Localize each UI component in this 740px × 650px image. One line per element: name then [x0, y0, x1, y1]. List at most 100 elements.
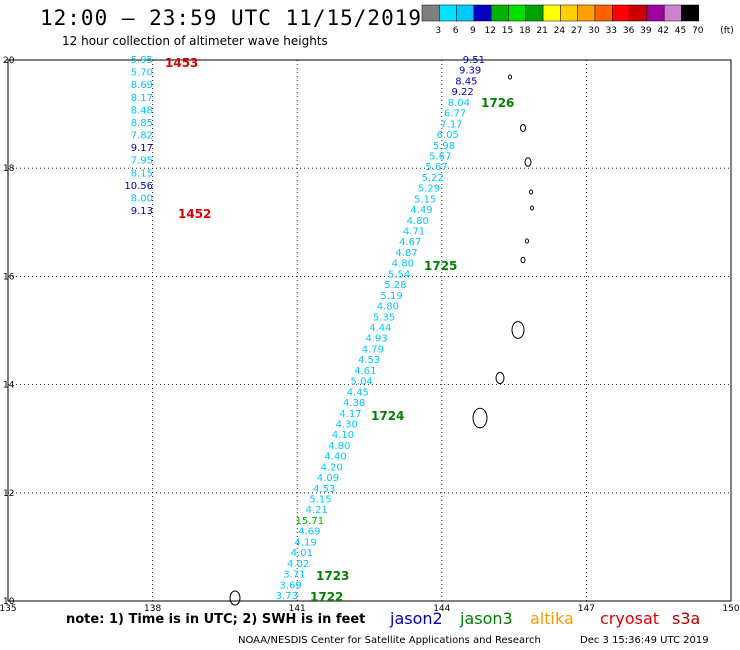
swh-value: 7.82: [131, 131, 153, 142]
swh-value: 8.48: [131, 105, 153, 116]
colorbar-swatch: [681, 4, 700, 22]
swh-value: 5.67: [425, 162, 447, 173]
colorbar-tick-label: 70: [692, 26, 704, 36]
swh-value: 4.71: [403, 227, 425, 238]
swh-value: 5.98: [433, 141, 455, 152]
colorbar-tick-label: 39: [640, 26, 652, 36]
pass-time-label: 1723: [316, 569, 349, 583]
satellite-jason3: jason3: [460, 609, 513, 628]
lon-label: 135: [0, 604, 17, 612]
island-outline: [530, 205, 534, 211]
colorbar-tick-label: 21: [536, 26, 547, 36]
swh-value: 9.39: [459, 66, 481, 77]
swh-value: 4.69: [298, 527, 320, 538]
lon-label: 144: [433, 604, 450, 612]
swh-value: 5.67: [429, 151, 451, 162]
swh-value: 5.70: [131, 68, 153, 79]
island-outline: [524, 157, 532, 167]
swh-value: 4.80: [328, 441, 350, 452]
footer-timestamp: Dec 3 15:36:49 UTC 2019: [580, 635, 709, 646]
satellite-jason2: jason2: [390, 609, 443, 628]
swh-value: 4.20: [321, 462, 343, 473]
footer-org: NOAA/NESDIS Center for Satellite Applica…: [238, 635, 541, 646]
swh-value: 5.04: [351, 377, 373, 388]
swh-value: 8.85: [131, 118, 153, 129]
swh-value: 10.56: [124, 181, 153, 192]
swh-value: 9.51: [463, 55, 485, 66]
island-outline: [508, 74, 512, 80]
colorbar-tick-label: 24: [554, 26, 566, 36]
lat-label: 18: [3, 164, 15, 174]
pass-time-label: 1452: [178, 207, 211, 221]
colorbar-tick-label: 36: [623, 26, 635, 36]
swh-value: 4.44: [369, 323, 391, 334]
swh-value: 4.38: [343, 398, 365, 409]
swh-value: 8.15: [131, 168, 153, 179]
swh-value: 4.40: [324, 452, 346, 463]
colorbar-tick-label: 45: [675, 26, 686, 36]
swh-value: 3.69: [279, 580, 301, 591]
swh-value: 4.53: [358, 355, 380, 366]
swh-value: 4.53: [313, 484, 335, 495]
altimeter-map: 135 138 141 144 147 1502018161412105.955.708.…: [0, 55, 740, 612]
lon-label: 147: [578, 604, 595, 612]
swh-value: 9.13: [131, 206, 153, 217]
pass-time-label: 1726: [481, 96, 514, 110]
island-outline: [529, 189, 533, 195]
swh-value: 4.19: [294, 537, 316, 548]
colorbar-tick-label: 30: [588, 26, 600, 36]
swh-value: 5.28: [384, 280, 406, 291]
swh-value: 6.05: [437, 130, 459, 141]
colorbar-unit: (ft): [720, 26, 734, 36]
swh-value: 4.87: [395, 248, 417, 259]
lat-label: 14: [3, 381, 15, 391]
swh-value: 9.22: [452, 87, 474, 98]
pass-time-label: 1725: [424, 259, 457, 273]
swh-value: 4.21: [306, 505, 328, 516]
swh-value: 4.02: [287, 559, 309, 570]
swh-value: 8.69: [131, 80, 153, 91]
island-outline: [520, 124, 526, 132]
island-outline: [229, 590, 241, 606]
swh-value: 8.17: [131, 93, 153, 104]
page-title: 12:00 – 23:59 UTC 11/15/2019: [40, 6, 423, 30]
swh-value: 4.67: [399, 237, 421, 248]
swh-value: 4.80: [407, 216, 429, 227]
satellite-cryosat: cryosat: [600, 609, 660, 628]
swh-value: 8.04: [448, 98, 470, 109]
page-subtitle: 12 hour collection of altimeter wave hei…: [62, 34, 328, 48]
colorbar-tick-label: 18: [519, 26, 531, 36]
colorbar-tick-label: 42: [657, 26, 668, 36]
swh-value: 3.73: [276, 591, 298, 602]
island-outline: [520, 256, 526, 264]
map-frame: [7, 59, 732, 602]
colorbar-tick-label: 27: [571, 26, 582, 36]
swh-value: 4.30: [336, 419, 358, 430]
swh-value: 5.35: [373, 312, 395, 323]
lon-label: 150: [722, 604, 739, 612]
swh-value: 4.45: [347, 387, 369, 398]
note-text: note: 1) Time is in UTC; 2) SWH is in fe…: [66, 612, 366, 627]
lat-label: 16: [3, 272, 15, 282]
colorbar-tick-label: 3: [435, 26, 441, 36]
swh-value: 4.49: [410, 205, 432, 216]
satellite-altika: altika: [530, 609, 574, 628]
swh-value: 7.17: [440, 119, 462, 130]
swh-value: 9.17: [131, 143, 153, 154]
lat-label: 10: [3, 597, 15, 607]
island-outline: [525, 238, 529, 244]
swh-value: 4.79: [362, 344, 384, 355]
swh-value: 5.19: [380, 291, 402, 302]
lat-label: 12: [3, 489, 14, 499]
swh-value: 4.09: [317, 473, 339, 484]
swh-value: 4.80: [377, 302, 399, 313]
swh-value: 4.17: [339, 409, 361, 420]
swh-value: 4.80: [392, 259, 414, 270]
island-outline: [495, 371, 505, 385]
lat-label: 20: [3, 56, 15, 66]
swh-value: 4.61: [354, 366, 376, 377]
colorbar-tick-label: 6: [453, 26, 459, 36]
colorbar-tick-label: 33: [606, 26, 617, 36]
swh-value: 3.71: [283, 570, 305, 581]
